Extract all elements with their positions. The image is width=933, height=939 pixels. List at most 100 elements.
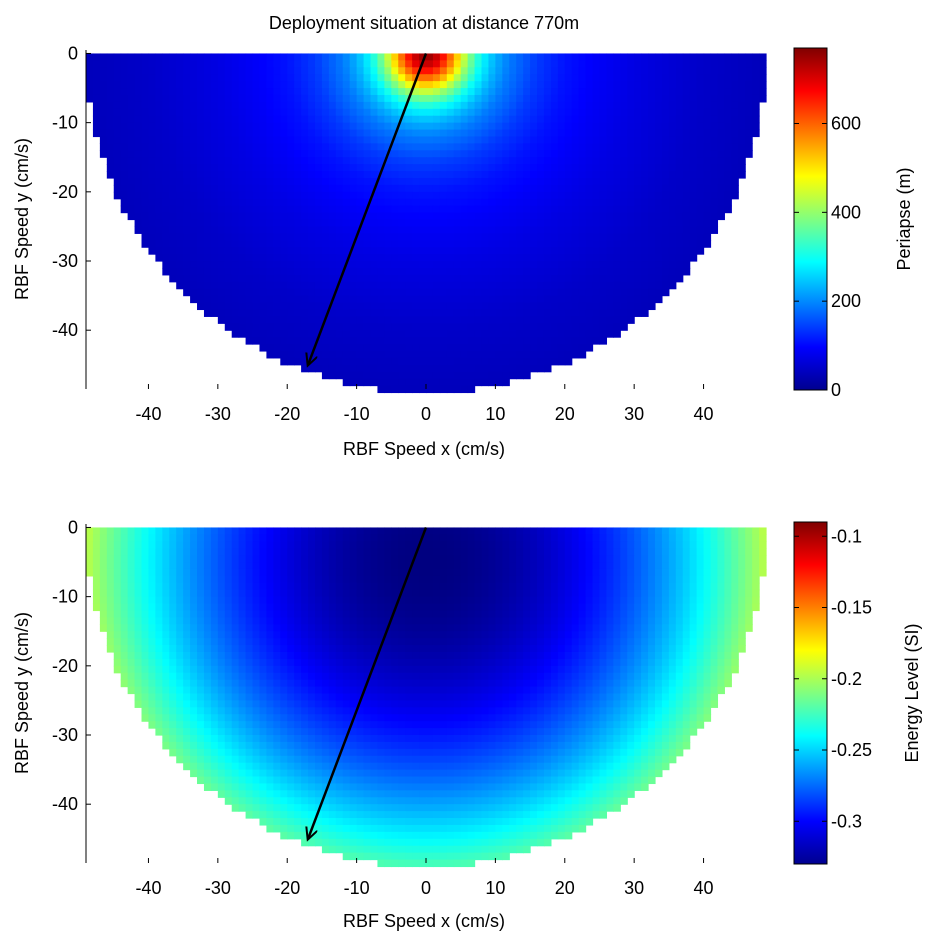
heat-cell xyxy=(217,261,226,269)
heat-cell xyxy=(516,143,524,151)
heat-cell xyxy=(703,555,712,563)
heat-cell xyxy=(391,323,399,331)
heat-cell xyxy=(682,184,691,193)
heat-cell xyxy=(217,67,226,75)
heat-cell xyxy=(426,330,434,338)
heat-cell xyxy=(370,288,379,297)
heat-cell xyxy=(648,302,656,311)
heat-cell xyxy=(224,534,233,542)
heat-cell xyxy=(467,562,476,570)
heat-cell xyxy=(370,129,379,138)
heat-cell xyxy=(308,575,316,584)
heat-cell xyxy=(141,219,150,228)
heat-cell xyxy=(710,108,719,117)
heat-cell xyxy=(731,184,739,193)
heat-cell xyxy=(467,350,476,359)
heat-cell xyxy=(668,205,677,214)
heat-cell xyxy=(620,205,628,214)
heat-cell xyxy=(203,115,212,124)
heat-cell xyxy=(620,198,628,207)
heat-cell xyxy=(724,603,732,612)
heat-cell xyxy=(176,589,184,598)
heat-cell xyxy=(481,261,490,269)
heat-cell xyxy=(113,568,122,577)
heat-cell xyxy=(752,122,760,131)
heat-cell xyxy=(287,94,295,103)
heat-cell xyxy=(169,81,177,89)
heat-cell xyxy=(426,302,434,311)
heat-cell xyxy=(613,226,621,234)
heat-cell xyxy=(294,108,302,117)
heat-cell xyxy=(321,60,330,68)
heat-cell xyxy=(627,582,635,591)
heat-cell xyxy=(731,171,739,179)
heat-cell xyxy=(502,205,510,214)
heat-cell xyxy=(724,136,732,144)
heat-cell xyxy=(620,115,628,124)
heat-cell xyxy=(641,88,649,96)
heat-cell xyxy=(363,88,372,96)
heat-cell xyxy=(668,143,677,151)
heat-cell xyxy=(342,226,351,234)
heat-cell xyxy=(342,267,351,276)
heat-cell xyxy=(550,136,559,144)
heat-cell xyxy=(516,364,524,373)
heat-cell xyxy=(509,350,517,359)
heat-cell xyxy=(294,53,302,61)
heat-cell xyxy=(370,261,379,269)
heat-cell xyxy=(127,177,136,186)
heat-cell xyxy=(495,568,503,577)
heat-cell xyxy=(661,575,670,584)
heat-cell xyxy=(432,330,441,338)
heat-cell xyxy=(321,122,330,131)
heat-cell xyxy=(328,582,337,591)
heat-cell xyxy=(384,60,392,68)
heat-cell xyxy=(502,240,510,248)
heat-cell xyxy=(523,150,531,158)
heat-cell xyxy=(432,302,441,311)
heat-cell xyxy=(294,309,302,317)
heat-cell xyxy=(301,596,309,605)
heat-cell xyxy=(509,371,517,380)
heat-cell xyxy=(266,254,274,262)
heat-cell xyxy=(328,527,337,535)
heat-cell xyxy=(384,350,392,359)
heat-cell xyxy=(328,233,337,241)
heat-cell xyxy=(148,67,156,75)
heat-cell xyxy=(654,157,663,165)
heat-cell xyxy=(363,603,372,612)
heat-cell xyxy=(412,233,420,241)
heat-cell xyxy=(224,555,233,563)
heat-cell xyxy=(509,108,517,117)
heat-cell xyxy=(224,302,233,311)
heat-cell xyxy=(377,129,385,138)
heat-cell xyxy=(467,74,476,82)
heat-cell xyxy=(530,94,538,103)
heat-cell xyxy=(398,357,406,366)
heat-cell xyxy=(648,226,656,234)
heat-cell xyxy=(620,603,628,612)
top-heatmap xyxy=(86,53,767,394)
heat-cell xyxy=(557,582,566,591)
heat-cell xyxy=(620,281,628,290)
heat-cell xyxy=(328,226,337,234)
heat-cell xyxy=(266,219,274,228)
heat-cell xyxy=(363,357,372,366)
heat-cell xyxy=(120,177,129,186)
heat-cell xyxy=(530,67,538,75)
heat-cell xyxy=(273,53,281,61)
heat-cell xyxy=(432,247,441,255)
heat-cell xyxy=(738,129,746,138)
heat-cell xyxy=(745,101,753,110)
heat-cell xyxy=(488,527,496,535)
heat-cell xyxy=(557,240,566,248)
heat-cell xyxy=(405,295,413,304)
heat-cell xyxy=(682,198,691,207)
heat-cell xyxy=(592,81,601,89)
heat-cell xyxy=(398,267,406,276)
heat-cell xyxy=(759,60,767,68)
heat-cell xyxy=(190,136,198,144)
heat-cell xyxy=(308,233,316,241)
heat-cell xyxy=(620,534,628,542)
